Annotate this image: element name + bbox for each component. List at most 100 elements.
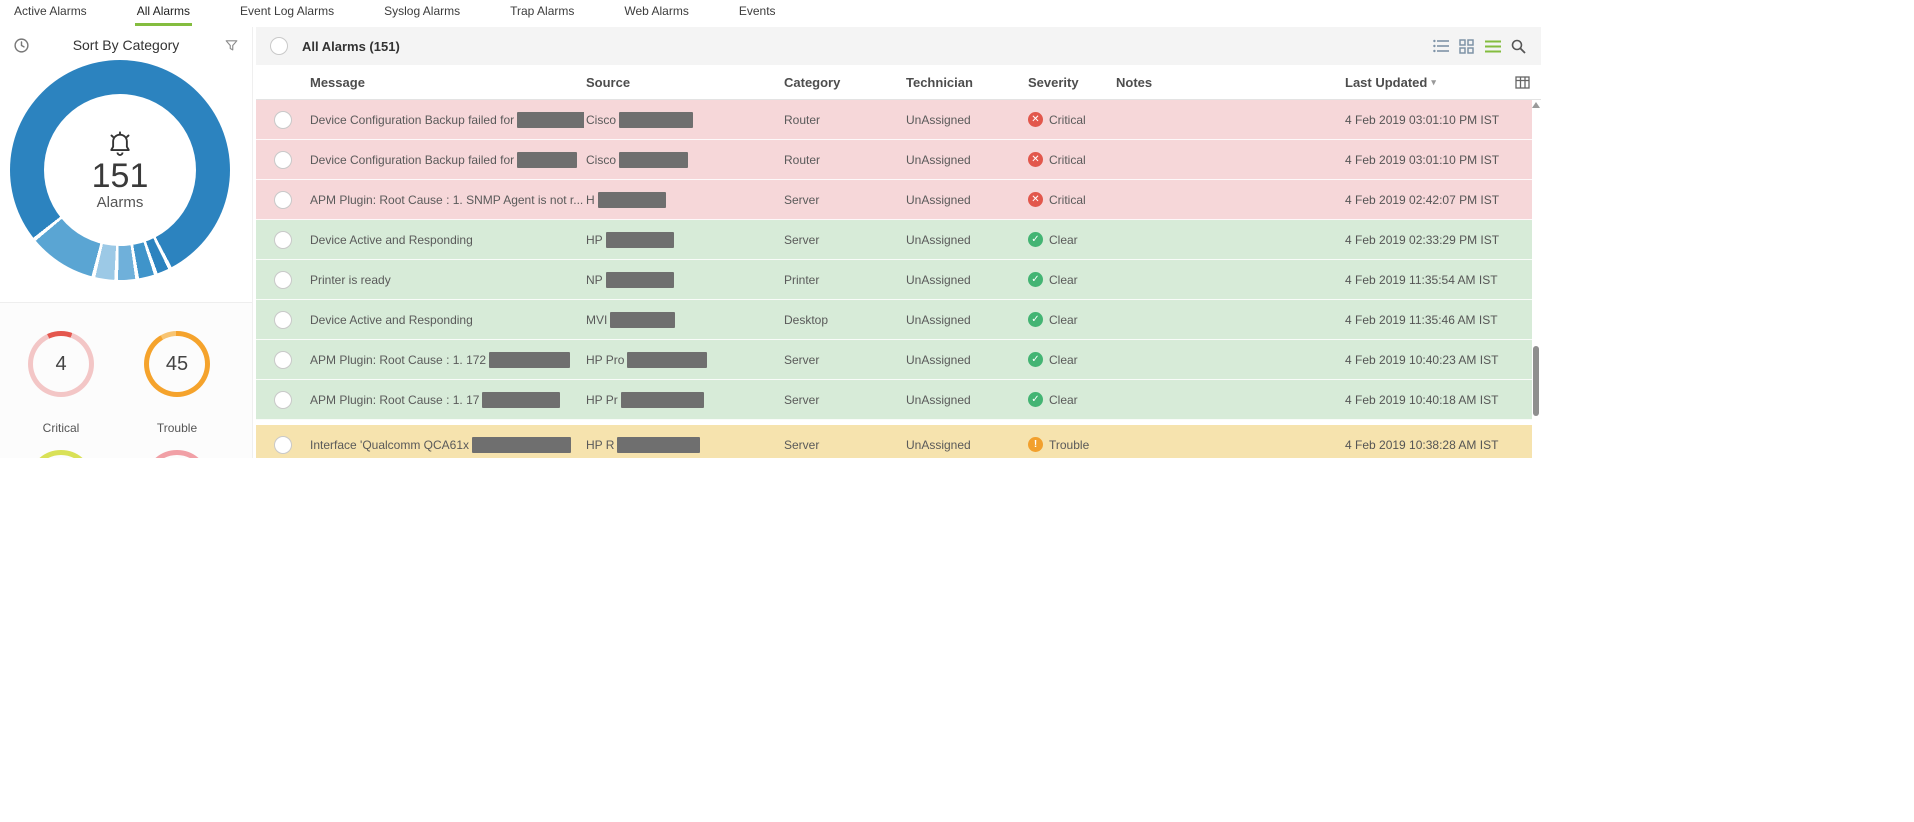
alarm-message[interactable]: Device Configuration Backup failed for [308,151,584,168]
alarm-source-text: Cisco [586,112,617,127]
alarm-source-text: H [586,192,595,207]
scrollbar-thumb[interactable] [1533,346,1539,416]
alarm-source[interactable]: MVI [584,311,782,328]
alarm-message-text: Printer is ready [310,272,391,287]
column-chooser-icon[interactable] [1501,75,1541,89]
alarm-message[interactable]: APM Plugin: Root Cause : 1. SNMP Agent i… [308,193,584,207]
alarm-message[interactable]: Device Configuration Backup failed for [308,111,584,128]
column-header-severity[interactable]: Severity [1028,74,1079,90]
sidebar-header: Sort By Category [0,27,252,63]
alarm-last-updated: 4 Feb 2019 02:42:07 PM IST [1345,192,1500,207]
redaction-box [605,271,674,288]
alarm-message-text: Device Configuration Backup failed for [310,152,515,167]
critical-count: 4 [55,352,67,375]
severity-label: Trouble [1049,437,1090,452]
redaction-box [517,111,584,128]
alarm-severity: Trouble [1026,437,1114,452]
severity-label: Clear [1049,232,1078,247]
alarm-message[interactable]: Interface 'Qualcomm QCA61x [308,436,584,453]
alarm-message[interactable]: Printer is ready [308,273,584,287]
table-row[interactable]: Device Active and Responding HP Server U… [256,220,1532,260]
column-header-technician[interactable]: Technician [906,74,973,90]
row-select-radio[interactable] [274,110,292,129]
row-select-radio[interactable] [274,310,292,329]
list-icon[interactable] [1484,38,1501,55]
tab-trap-alarms[interactable]: Trap Alarms [510,4,575,18]
alarm-message[interactable]: APM Plugin: Root Cause : 1. 172 [308,351,584,368]
table-row[interactable]: APM Plugin: Root Cause : 1. 17 HP Pr Ser… [256,380,1532,420]
search-icon[interactable] [1510,38,1527,55]
list-detail-icon[interactable] [1432,38,1449,55]
trouble-count-ring[interactable]: 45 [144,331,210,397]
alarm-message[interactable]: APM Plugin: Root Cause : 1. 17 [308,391,584,408]
column-header-category[interactable]: Category [784,74,841,90]
alarm-category: Printer [784,272,820,287]
table-header: Message Source Category Technician Sever… [256,65,1541,100]
severity-icon [1028,437,1043,452]
alarms-donut-chart[interactable]: 151 Alarms [10,60,230,280]
alarm-source[interactable]: Cisco [584,111,782,128]
alarm-last-updated: 4 Feb 2019 11:35:46 AM IST [1345,312,1498,327]
grid-icon[interactable] [1458,38,1475,55]
alarm-source[interactable]: HP [584,231,782,248]
redaction-box [605,231,674,248]
alarm-severity: Clear [1026,232,1114,247]
tab-all-alarms[interactable]: All Alarms [134,0,193,26]
column-header-source[interactable]: Source [586,74,631,90]
tab-syslog-alarms[interactable]: Syslog Alarms [384,4,461,18]
alarm-source[interactable]: HP R [584,436,782,453]
table-row[interactable]: Device Active and Responding MVI Desktop… [256,300,1532,340]
alarm-severity: Clear [1026,312,1114,327]
alarm-source[interactable]: HP Pr [584,391,782,408]
tab-event-log-alarms[interactable]: Event Log Alarms [240,4,335,18]
tab-events[interactable]: Events [738,4,776,18]
filter-icon[interactable] [222,36,240,54]
scroll-up-arrow-icon[interactable] [1532,102,1540,108]
table-row[interactable]: APM Plugin: Root Cause : 1. SNMP Agent i… [256,180,1532,220]
alarm-category: Server [784,352,820,367]
severity-label: Clear [1049,312,1078,327]
row-select-radio[interactable] [274,390,292,409]
clock-icon[interactable] [12,36,30,54]
row-select-radio[interactable] [274,350,292,369]
alarm-source[interactable]: HP Pro [584,351,782,368]
app-viewport: Active Alarms All Alarms Event Log Alarm… [0,0,1914,458]
table-scrollbar[interactable] [1532,100,1540,458]
alarm-source[interactable]: Cisco [584,151,782,168]
select-all-radio[interactable] [270,37,288,55]
row-select-radio[interactable] [274,270,292,289]
alarm-severity: Critical [1026,152,1114,167]
row-select-radio[interactable] [274,435,292,454]
row-select-radio[interactable] [274,230,292,249]
alarm-technician: UnAssigned [906,112,971,127]
table-row[interactable]: Device Configuration Backup failed for C… [256,100,1532,140]
tab-active-alarms[interactable]: Active Alarms [14,4,87,18]
alarm-message[interactable]: Device Active and Responding [308,313,584,327]
table-row[interactable]: Interface 'Qualcomm QCA61x HP R Server U… [256,425,1532,458]
column-header-notes[interactable]: Notes [1116,74,1153,90]
last-updated-label: Last Updated [1345,74,1428,90]
alarm-source-text: HP Pro [586,352,625,367]
column-header-last-updated[interactable]: Last Updated ▾ [1343,75,1501,90]
alarm-category: Router [784,152,821,167]
table-row[interactable]: Printer is ready NP Printer UnAssigned C… [256,260,1532,300]
table-row[interactable]: APM Plugin: Root Cause : 1. 172 HP Pro S… [256,340,1532,380]
row-select-radio[interactable] [274,190,292,209]
alarm-category: Desktop [784,312,829,327]
table-row[interactable]: Device Configuration Backup failed for C… [256,140,1532,180]
alarm-technician: UnAssigned [906,392,971,407]
alarm-source[interactable]: NP [584,271,782,288]
alarm-message[interactable]: Device Active and Responding [308,233,584,247]
column-header-message[interactable]: Message [310,74,365,90]
tab-web-alarms[interactable]: Web Alarms [624,4,689,18]
alarm-last-updated: 4 Feb 2019 10:38:28 AM IST [1345,437,1499,452]
alarm-technician: UnAssigned [906,272,971,287]
redaction-box [517,151,578,168]
alarm-severity: Clear [1026,272,1114,287]
severity-icon [1028,232,1043,247]
row-select-radio[interactable] [274,150,292,169]
alarm-source[interactable]: H [584,191,782,208]
critical-count-ring[interactable]: 4 [28,331,94,397]
alarm-technician: UnAssigned [906,192,971,207]
